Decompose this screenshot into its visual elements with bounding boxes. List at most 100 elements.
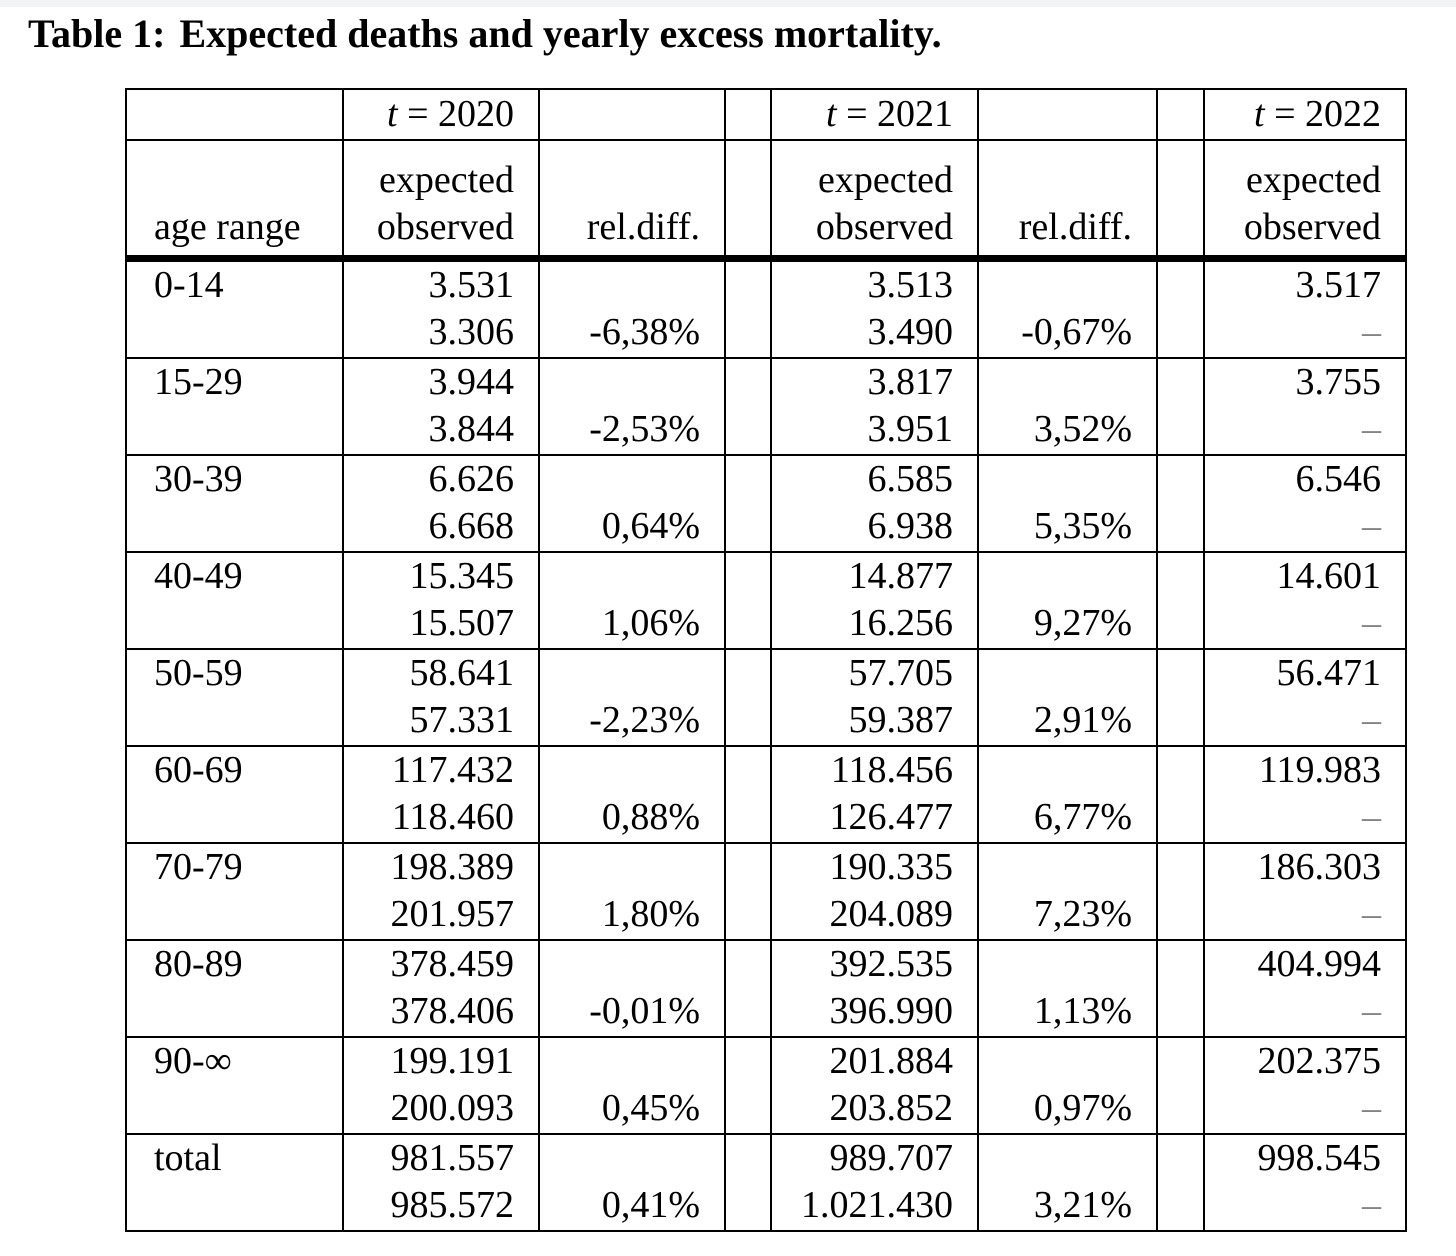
reldiff-value: -2,53% — [589, 408, 700, 450]
reldiff-value: 0,88% — [601, 796, 700, 838]
observed-header: observed — [376, 206, 514, 248]
spacer-cell — [724, 745, 772, 844]
values-cell-2022: 3.755 – — [1203, 357, 1407, 456]
spacer-cell — [724, 139, 772, 262]
age-cell: 90-∞ — [125, 1036, 344, 1135]
missing-observed-dash: – — [1362, 505, 1381, 547]
age-label: 0-14 — [154, 264, 224, 306]
expected-value: 14.601 — [1276, 555, 1382, 597]
missing-observed-dash: – — [1362, 699, 1381, 741]
table-row-50-59: 50-59 58.641 57.331 -2,23% 57.705 59.387… — [125, 648, 1407, 747]
values-cell-2021: 118.456 126.477 — [770, 745, 979, 844]
observed-value: 15.507 — [409, 602, 515, 644]
expected-value: 190.335 — [829, 846, 954, 888]
observed-value: 396.990 — [829, 990, 954, 1032]
year-2021-label: t = 2021 — [773, 93, 976, 136]
age-label: 30-39 — [154, 458, 243, 500]
reldiff-value: 7,23% — [1033, 893, 1132, 935]
reldiff-cell-2020: 0,45% — [538, 1036, 726, 1135]
values-cell-2021: 14.877 16.256 — [770, 551, 979, 650]
observed-value: 200.093 — [390, 1087, 515, 1129]
empty-line — [541, 845, 723, 891]
expected-value: 3.517 — [1295, 264, 1382, 306]
year-2020-label: t = 2020 — [345, 93, 537, 136]
expected-header: expected — [817, 159, 953, 201]
reldiff-cell-2020: 1,06% — [538, 551, 726, 650]
expected-value: 56.471 — [1276, 652, 1382, 694]
missing-observed-dash: – — [1362, 796, 1381, 838]
age-range-header: age range — [154, 206, 301, 248]
reldiff-cell-2020: 1,80% — [538, 842, 726, 941]
spacer-cell — [1156, 1036, 1205, 1135]
empty-line — [980, 845, 1155, 891]
age-label: 50-59 — [154, 652, 243, 694]
reldiff-cell-2020: 0,64% — [538, 454, 726, 553]
expected-value: 3.531 — [428, 264, 515, 306]
table-row-0-14: 0-14 3.531 3.306 -6,38% 3.513 3.490 -0,6… — [125, 257, 1407, 359]
spacer-cell — [724, 1133, 772, 1232]
spacer-cell — [724, 88, 772, 141]
age-label: 90-∞ — [154, 1040, 232, 1082]
reldiff-value: 1,80% — [601, 893, 700, 935]
observed-value: 59.387 — [848, 699, 954, 741]
reldiff-value: 5,35% — [1033, 505, 1132, 547]
expected-value: 392.535 — [829, 943, 954, 985]
table-caption-label: Table 1: — [28, 11, 166, 56]
age-cell: 30-39 — [125, 454, 344, 553]
missing-observed-dash: – — [1362, 990, 1381, 1032]
expected-value: 3.817 — [867, 361, 954, 403]
table-row-30-39: 30-39 6.626 6.668 0,64% 6.585 6.938 5,35… — [125, 454, 1407, 553]
empty-line — [541, 1039, 723, 1085]
observed-value: 1.021.430 — [801, 1184, 953, 1226]
spacer-cell — [1156, 454, 1205, 553]
expected-value: 6.626 — [428, 458, 515, 500]
missing-observed-dash: – — [1362, 893, 1381, 935]
values-cell-2022: 186.303 – — [1203, 842, 1407, 941]
expected-value: 118.456 — [830, 749, 953, 791]
spacer-cell — [1156, 257, 1205, 359]
reldiff-cell-2021: 3,21% — [977, 1133, 1158, 1232]
values-cell-2020: 198.389 201.957 — [342, 842, 540, 941]
values-cell-2020: 199.191 200.093 — [342, 1036, 540, 1135]
age-range-header-cell: age range — [125, 139, 344, 262]
reldiff-cell-2020: -6,38% — [538, 257, 726, 359]
year-2021-header-cell: t = 2021 — [770, 88, 979, 141]
expected-value: 199.191 — [390, 1040, 515, 1082]
spacer-cell — [724, 842, 772, 941]
observed-value: 203.852 — [829, 1087, 954, 1129]
reldiff-value: 9,27% — [1033, 602, 1132, 644]
expected-value: 14.877 — [848, 555, 954, 597]
expected-value: 57.705 — [848, 652, 954, 694]
age-cell: 70-79 — [125, 842, 344, 941]
missing-observed-dash: – — [1362, 1184, 1381, 1226]
empty-line — [541, 651, 723, 697]
expected-value: 3.755 — [1295, 361, 1382, 403]
values-cell-2021: 201.884 203.852 — [770, 1036, 979, 1135]
empty-line — [541, 262, 723, 309]
year-2022-header-cell: t = 2022 — [1203, 88, 1407, 141]
missing-observed-dash: – — [1362, 602, 1381, 644]
spacer-cell — [724, 454, 772, 553]
values-cell-2020: 3.531 3.306 — [342, 257, 540, 359]
observed-value: 57.331 — [409, 699, 515, 741]
year-value: = 2022 — [1274, 92, 1381, 135]
reldiff-cell-2021: -0,67% — [977, 257, 1158, 359]
reldiff-cell-2021: 9,27% — [977, 551, 1158, 650]
values-cell-2021: 190.335 204.089 — [770, 842, 979, 941]
empty-line — [980, 262, 1155, 309]
observed-value: 118.460 — [391, 796, 514, 838]
reldiff-cell-2020: -2,23% — [538, 648, 726, 747]
missing-observed-dash: – — [1362, 311, 1381, 353]
year-header-row: t = 2020 t = 2021 t = 2022 — [125, 88, 1407, 141]
empty-line — [980, 942, 1155, 988]
empty-line — [541, 554, 723, 600]
table-row-70-79: 70-79 198.389 201.957 1,80% 190.335 204.… — [125, 842, 1407, 941]
observed-value: 3.490 — [867, 311, 954, 353]
year-2022-label: t = 2022 — [1206, 92, 1404, 136]
table-row-40-49: 40-49 15.345 15.507 1,06% 14.877 16.256 … — [125, 551, 1407, 650]
corner-cell — [125, 88, 344, 141]
values-cell-2022: 998.545 – — [1203, 1133, 1407, 1232]
spacer-cell — [1156, 842, 1205, 941]
values-cell-2022: 202.375 – — [1203, 1036, 1407, 1135]
values-cell-2020: 58.641 57.331 — [342, 648, 540, 747]
